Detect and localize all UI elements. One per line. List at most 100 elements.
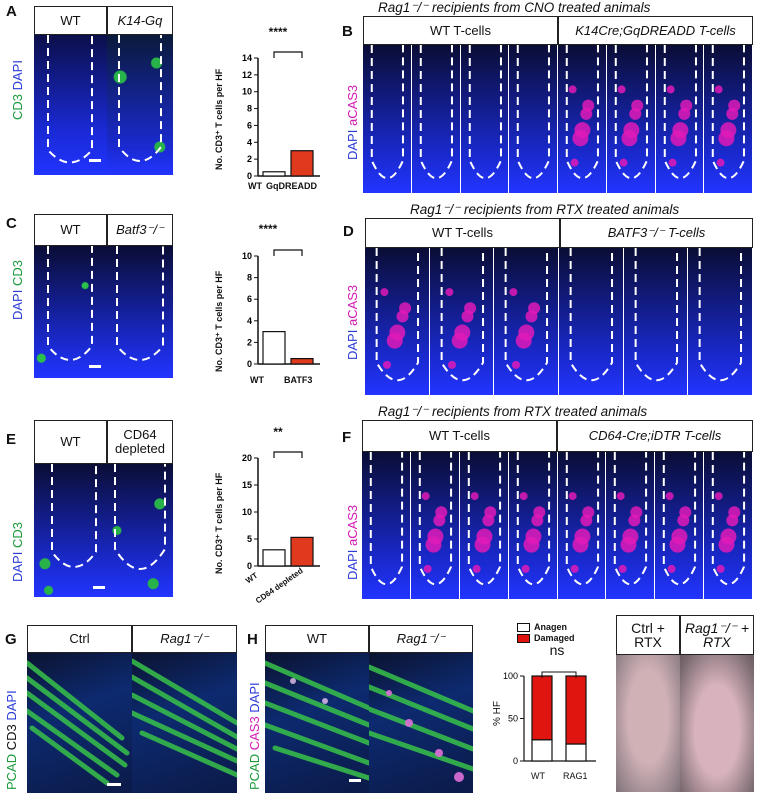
micrograph-c-wt: [34, 246, 107, 378]
y-tick-label: 100: [503, 671, 518, 681]
y-tick-label: 12: [242, 70, 252, 80]
micrograph-row-b: [363, 45, 753, 193]
y-tick-label: 0: [513, 756, 518, 766]
bar-gqdreadd: [290, 150, 314, 177]
header-d-batf3: BATF3⁻/⁻ T-cells: [560, 218, 753, 248]
micrograph-tile: [623, 248, 689, 395]
channel-label-b: DAPI aCAS3: [345, 84, 360, 160]
y-tick-label: 14: [242, 53, 252, 63]
panel-b-title: Rag1⁻/⁻ recipients from CNO treated anim…: [378, 0, 651, 15]
micrograph-g-rag1: [132, 653, 237, 793]
header-e-cd64: CD64 depleted: [107, 420, 173, 464]
y-tick-label: 4: [247, 137, 252, 147]
micrograph-tile: [688, 248, 753, 395]
micrograph-tile: [557, 452, 607, 599]
micrograph-tile: [362, 452, 411, 599]
y-tick-label: 20: [242, 453, 252, 463]
y-tick-label: 8: [247, 273, 252, 283]
micrograph-tile: [606, 45, 656, 193]
y-tick-label: 50: [508, 714, 518, 724]
chart-e-xcat-wt: WT: [244, 570, 260, 586]
header-f-wt: WT T-cells: [362, 420, 557, 452]
photo-mouse-ctrl: [616, 655, 680, 792]
significance-bracket: [273, 249, 303, 256]
y-tick-label: 5: [247, 534, 252, 544]
chart-a-xcat-gq: GqDREADD: [266, 181, 317, 191]
micrograph-e-cd64: [107, 464, 173, 597]
channel-label-e: DAPI CD3: [10, 522, 25, 582]
panel-letter-h: H: [247, 631, 258, 648]
panel-letter-e: E: [6, 431, 17, 448]
bar-wt-anagen: [531, 739, 553, 762]
micrograph-tile: [606, 452, 656, 599]
micrograph-e-wt: [34, 464, 107, 597]
chart-c-significance: ****: [258, 222, 278, 236]
channel-label-d: DAPI aCAS3: [345, 284, 360, 360]
micrograph-row-d: [365, 248, 753, 395]
micrograph-tile: [558, 45, 607, 193]
micrograph-g-ctrl: [27, 653, 132, 793]
bar-cd64-depleted: [290, 536, 314, 567]
y-tick-label: 8: [247, 104, 252, 114]
photo-mouse-rag1: [680, 655, 754, 792]
chart-e-ylabel: No. CD3⁺ T cells per HF: [214, 472, 224, 574]
header-h-rag1: Rag1⁻/⁻: [369, 625, 473, 653]
header-g-ctrl: Ctrl: [27, 625, 132, 653]
y-tick-label: 10: [242, 87, 252, 97]
micrograph-tile: [704, 452, 753, 599]
micrograph-tile: [704, 45, 753, 193]
panel-letter-b: B: [342, 23, 353, 40]
micrograph-tile: [363, 45, 412, 193]
header-h-wt: WT: [265, 625, 369, 653]
channel-label-c: DAPI CD3: [10, 260, 25, 320]
bar-batf3: [290, 357, 314, 365]
significance-bracket: [273, 451, 303, 458]
y-tick-label: 0: [247, 359, 252, 369]
chart-c-xcat-wt: WT: [250, 375, 264, 385]
chart-c-ylabel: No. CD3⁺ T cells per HF: [214, 270, 224, 372]
micrograph-tile: [410, 452, 460, 599]
y-tick-label: 0: [247, 171, 252, 181]
legend-damaged: Damaged: [517, 633, 575, 644]
chart-a-ylabel: No. CD3⁺ T cells per HF: [214, 68, 224, 170]
bar-rag1-damaged: [565, 675, 587, 745]
channel-label-a: CD3 DAPI: [10, 60, 25, 120]
micrograph-tile: [508, 452, 558, 599]
bar-wt: [262, 330, 286, 365]
header-k14gq: K14-Gq: [107, 6, 173, 35]
micrograph-tile: [655, 45, 705, 193]
significance-bracket: [541, 671, 577, 678]
bar-rag1-anagen: [565, 743, 587, 762]
panel-letter-f: F: [342, 429, 352, 446]
chart-e-significance: **: [273, 425, 283, 439]
micrograph-tile: [365, 248, 430, 395]
bar-wt-damaged: [531, 675, 553, 741]
channel-label-g: PCAD CD3 DAPI: [4, 690, 19, 790]
y-tick-label: 6: [247, 294, 252, 304]
y-tick-label: 15: [242, 480, 252, 490]
channel-label-h: PCAD CAS3 DAPI: [247, 682, 262, 790]
chart-c-xcat-batf3: BATF3: [284, 375, 313, 385]
micrograph-tile: [459, 452, 509, 599]
header-f-cd64: CD64-Cre;iDTR T-cells: [557, 420, 753, 452]
chart-h-significance: ns: [549, 642, 565, 658]
chart-h-xcat-rag1: RAG1: [563, 771, 588, 781]
header-wt: WT: [34, 6, 107, 35]
bar-wt: [262, 549, 286, 567]
header-e-wt: WT: [34, 420, 107, 464]
micrograph-tile: [559, 248, 624, 395]
header-b-wt: WT T-cells: [363, 16, 558, 45]
photo-label-ctrl: Ctrl + RTX: [616, 615, 680, 655]
photo-label-rag1: Rag1⁻/⁻ + RTX: [680, 615, 754, 655]
y-tick-label: 2: [247, 337, 252, 347]
chart-e-plot: 0 5 10 15 20: [242, 451, 320, 571]
micrograph-tile: [509, 45, 558, 193]
panel-f-title: Rag1⁻/⁻ recipients from RTX treated anim…: [378, 404, 648, 419]
chart-a-significance: ****: [268, 25, 288, 39]
header-c-batf3: Batf3⁻/⁻: [107, 214, 173, 246]
header-d-wt: WT T-cells: [365, 218, 560, 248]
micrograph-tile: [494, 248, 559, 395]
y-tick-label: 10: [242, 507, 252, 517]
micrograph-c-batf3: [107, 246, 173, 378]
panel-letter-a: A: [6, 3, 17, 20]
